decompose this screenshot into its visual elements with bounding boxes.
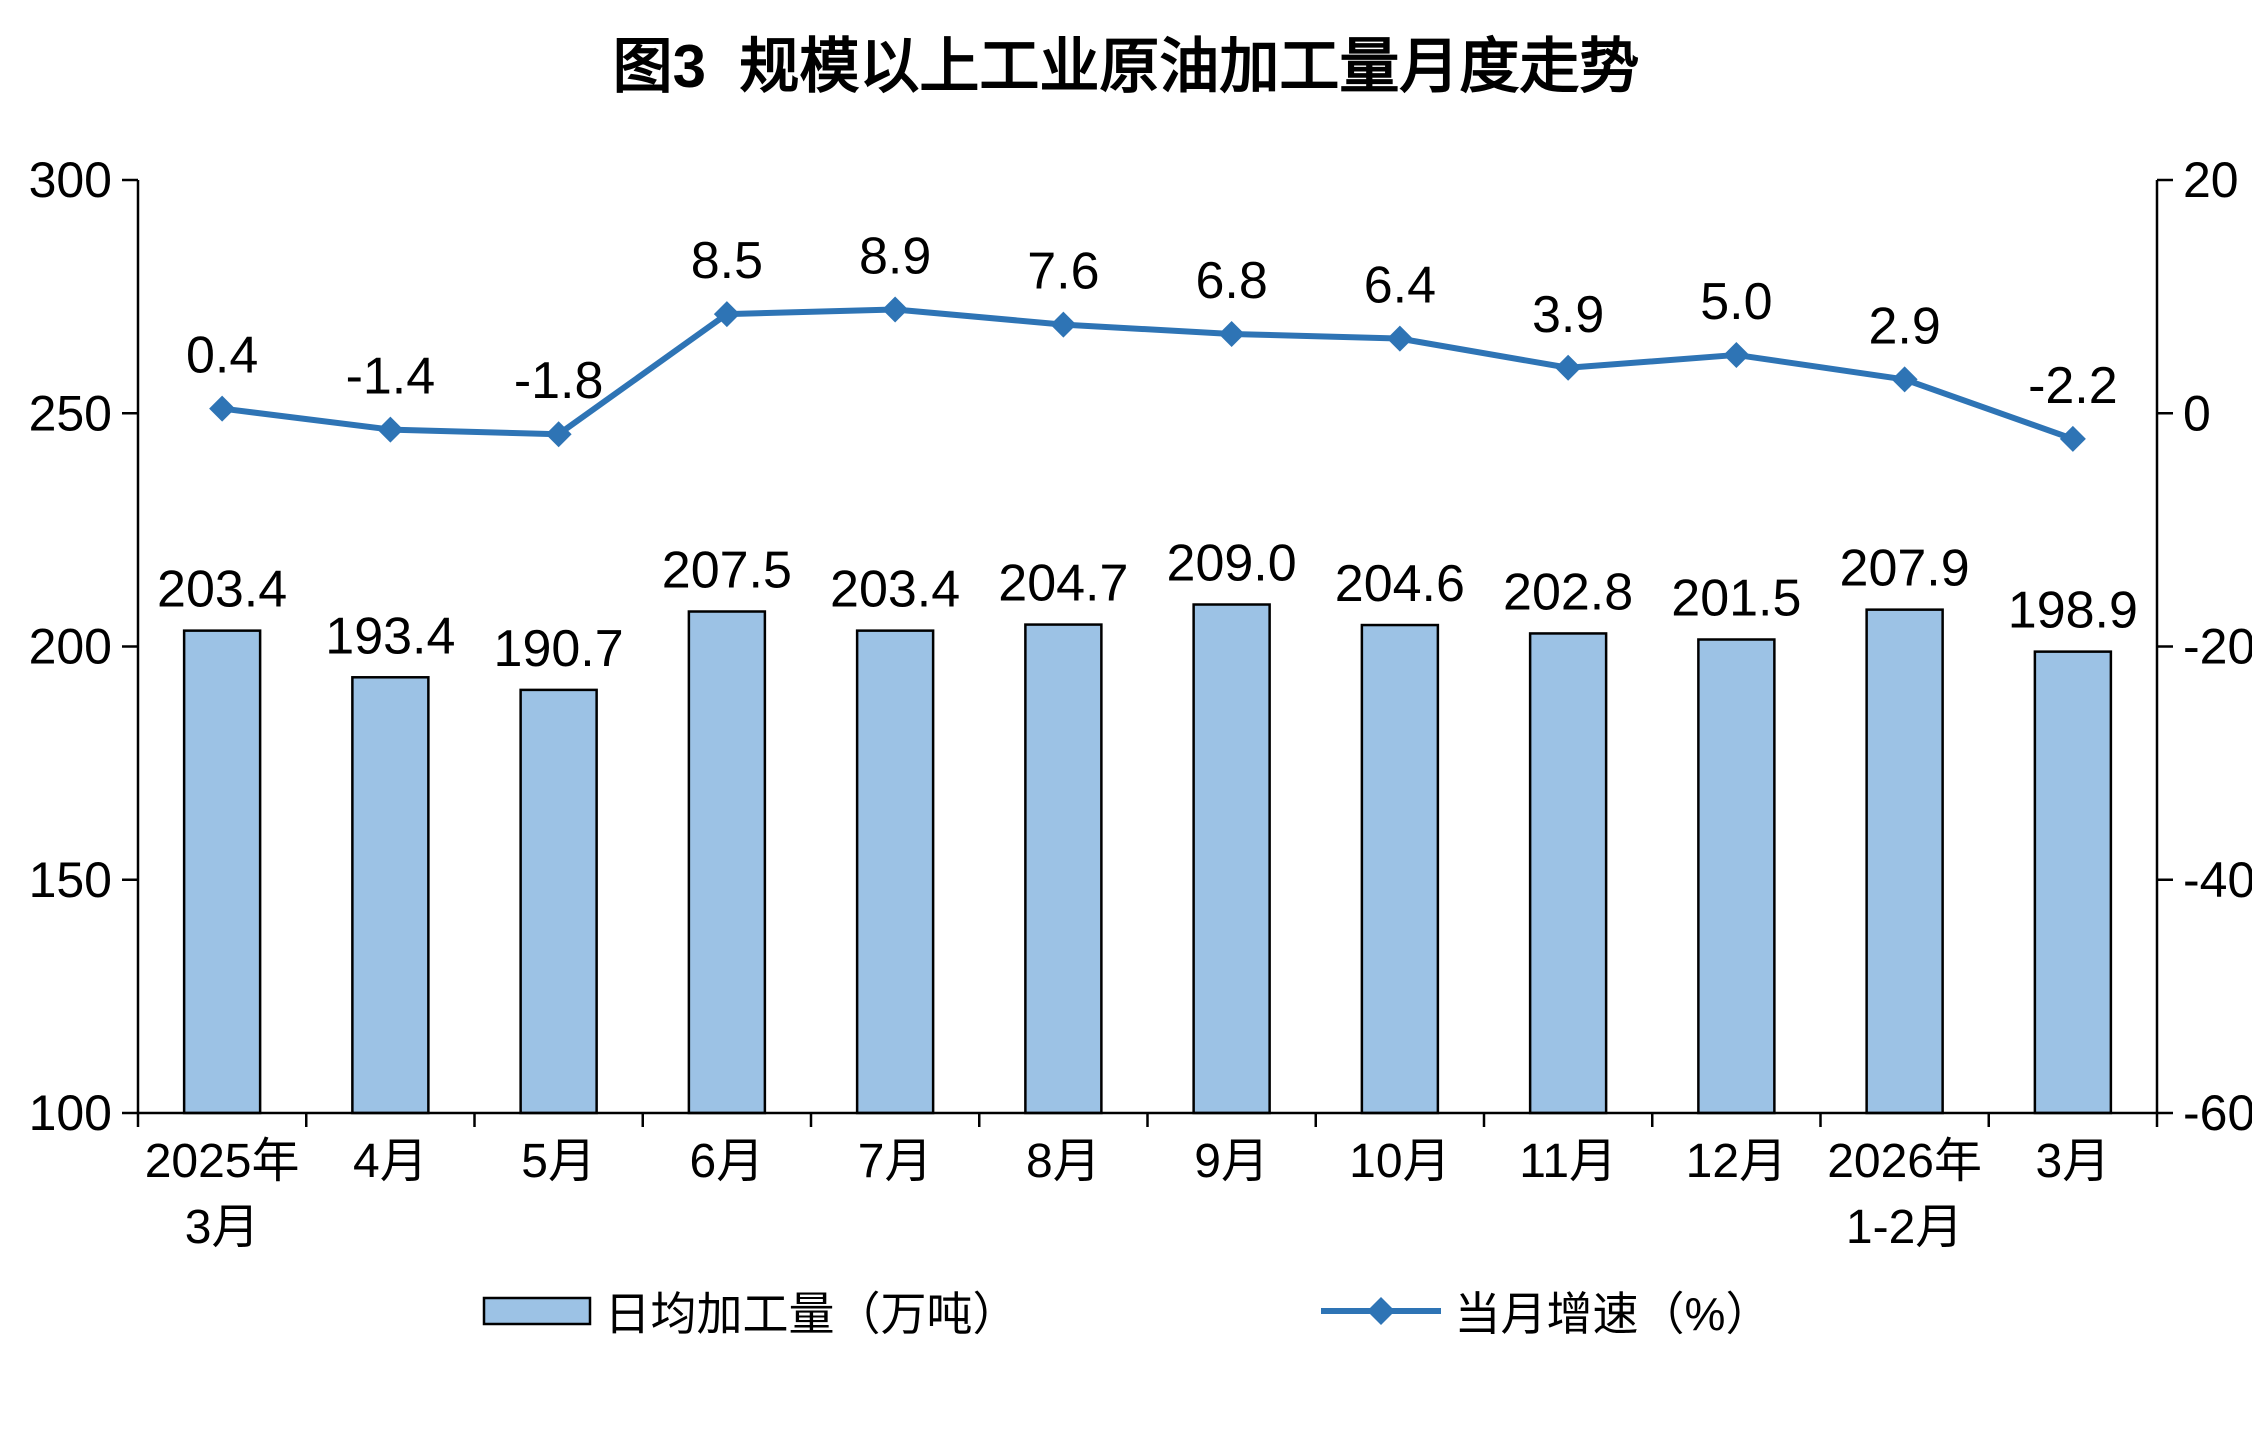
line-value-label-7: 6.4 — [1364, 257, 1436, 315]
bar-value-label-10: 207.9 — [1840, 540, 1970, 598]
line-marker-10 — [1891, 366, 1918, 393]
line-marker-3 — [713, 301, 740, 328]
line-value-label-1: -1.4 — [346, 348, 436, 406]
bar-value-label-8: 202.8 — [1503, 563, 1633, 621]
x-axis-label-4: 7月 — [858, 1135, 933, 1188]
line-value-label-3: 8.5 — [691, 232, 763, 290]
left-axis-tick-label: 150 — [29, 852, 112, 908]
bar-1 — [351, 676, 430, 1115]
bar-10 — [1865, 608, 1944, 1115]
x-axis-label-10: 2026年 — [1827, 1135, 1982, 1188]
x-axis-label-10: 1-2月 — [1846, 1201, 1963, 1254]
growth-rate-line — [219, 306, 2076, 442]
x-axis-label-6: 9月 — [1194, 1135, 1269, 1188]
line-marker-0 — [209, 395, 236, 422]
right-axis-tick-label: 0 — [2183, 385, 2211, 441]
line-marker-9 — [1723, 341, 1750, 368]
line-value-label-4: 8.9 — [859, 227, 931, 285]
legend-item-bar-series: 日均加工量（万吨） — [481, 1278, 1019, 1344]
bar-7 — [1360, 623, 1440, 1115]
line-marker-11 — [2059, 425, 2086, 452]
bar-11 — [2033, 650, 2113, 1115]
right-axis-tick-label: -40 — [2183, 852, 2252, 908]
line-value-label-5: 7.6 — [1027, 243, 1099, 301]
line-series-swatch-icon — [1320, 1297, 1441, 1325]
x-axis-label-11: 3月 — [2036, 1135, 2111, 1188]
line-marker-4 — [882, 296, 909, 323]
x-axis-label-1: 4月 — [353, 1135, 428, 1188]
line-marker-6 — [1218, 320, 1245, 347]
legend-label-line-series: 当月增速（%） — [1454, 1288, 1772, 1340]
right-axis-tick-label: -20 — [2183, 619, 2252, 675]
left-axis-tick-label: 300 — [29, 152, 112, 208]
right-axis-tick-label: 20 — [2183, 152, 2239, 208]
bar-0 — [182, 629, 262, 1115]
bar-value-label-6: 209.0 — [1167, 535, 1297, 593]
chart-legend: 日均加工量（万吨） 当月增速（%） — [0, 1278, 2252, 1344]
x-axis-label-0: 2025年 — [145, 1135, 300, 1188]
bar-9 — [1697, 638, 1776, 1115]
line-value-label-9: 5.0 — [1700, 273, 1772, 331]
bar-2 — [519, 688, 598, 1115]
bar-3 — [687, 610, 767, 1115]
bar-6 — [1192, 603, 1271, 1115]
x-axis-label-0: 3月 — [185, 1201, 260, 1254]
line-value-label-0: 0.4 — [186, 327, 258, 385]
line-value-label-11: -2.2 — [2028, 357, 2118, 415]
line-value-label-8: 3.9 — [1532, 286, 1604, 344]
bar-4 — [855, 629, 935, 1115]
bar-value-label-11: 198.9 — [2008, 582, 2138, 640]
line-value-label-2: -1.8 — [514, 352, 604, 410]
x-axis-label-2: 5月 — [521, 1135, 596, 1188]
line-marker-5 — [1050, 311, 1077, 338]
x-axis-label-9: 12月 — [1686, 1135, 1787, 1188]
bar-value-label-9: 201.5 — [1671, 570, 1801, 628]
bar-value-label-7: 204.6 — [1335, 555, 1465, 613]
legend-label-bar-series: 日均加工量（万吨） — [604, 1288, 1019, 1340]
bar-series-swatch-icon — [482, 1296, 591, 1326]
x-axis-label-8: 11月 — [1519, 1135, 1617, 1188]
right-axis-tick-label: -60 — [2183, 1085, 2252, 1141]
line-marker-7 — [1386, 325, 1413, 352]
bar-value-label-0: 203.4 — [157, 561, 287, 619]
line-marker-1 — [377, 416, 404, 443]
bar-value-label-3: 207.5 — [662, 542, 792, 600]
line-value-label-10: 2.9 — [1868, 297, 1940, 355]
x-axis-label-7: 10月 — [1349, 1135, 1450, 1188]
bar-5 — [1024, 623, 1103, 1115]
left-axis-tick-label: 250 — [29, 385, 112, 441]
x-axis-label-3: 6月 — [690, 1135, 765, 1188]
bar-value-label-2: 190.7 — [494, 620, 624, 678]
line-value-label-6: 6.8 — [1195, 252, 1267, 310]
bar-value-label-5: 204.7 — [998, 555, 1128, 613]
bar-8 — [1528, 632, 1608, 1115]
left-axis-tick-label: 200 — [29, 619, 112, 675]
left-axis-tick-label: 100 — [29, 1085, 112, 1141]
line-marker-2 — [545, 421, 572, 448]
line-marker-8 — [1555, 354, 1582, 381]
bar-value-label-4: 203.4 — [830, 561, 960, 619]
bar-value-label-1: 193.4 — [325, 607, 455, 665]
chart-title: 图3 规模以上工业原油加工量月度走势 — [612, 33, 1640, 100]
x-axis-label-5: 8月 — [1026, 1135, 1101, 1188]
legend-item-line-series: 当月增速（%） — [1319, 1278, 1772, 1344]
